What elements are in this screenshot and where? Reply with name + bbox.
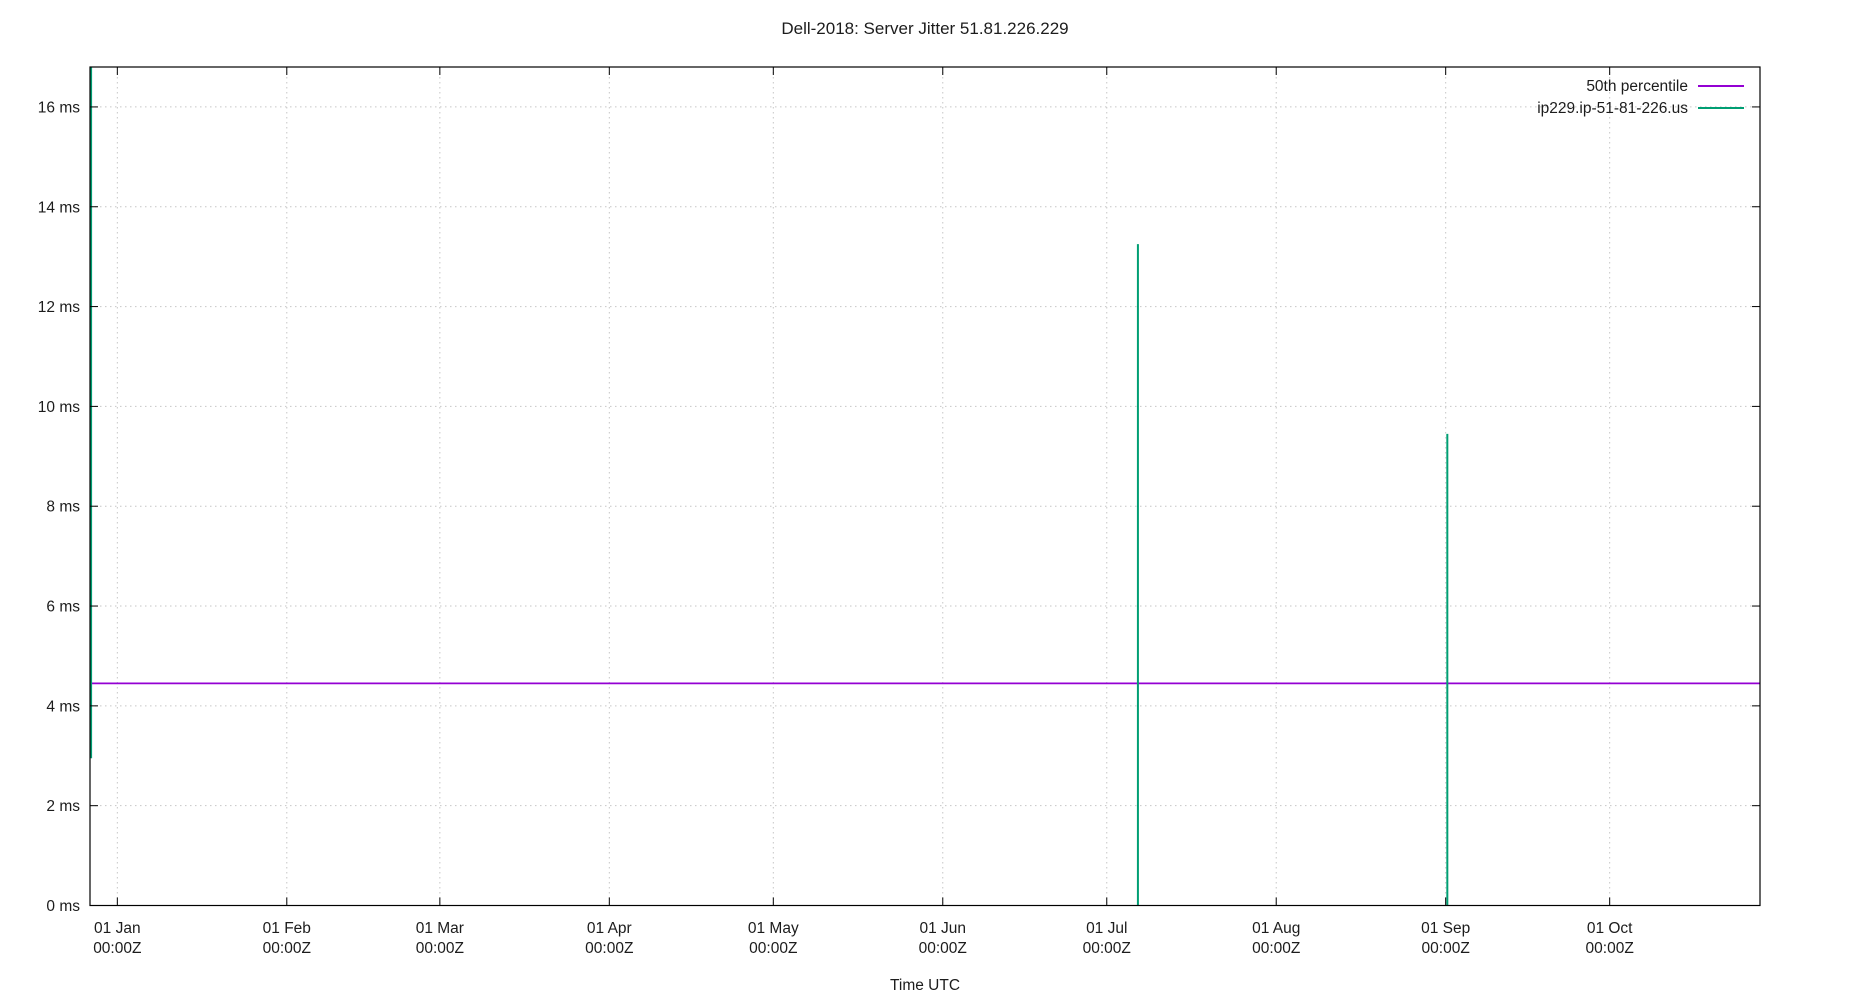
x-tick-label: 01 Mar: [416, 920, 464, 937]
x-tick-sublabel: 00:00Z: [263, 940, 311, 957]
x-tick-sublabel: 00:00Z: [1252, 940, 1300, 957]
x-tick-sublabel: 00:00Z: [1586, 940, 1634, 957]
x-tick-label: 01 Jan: [94, 920, 141, 937]
x-tick-sublabel: 00:00Z: [93, 940, 141, 957]
legend-label-50th-percentile: 50th percentile: [1586, 78, 1688, 95]
tick-label-layer: 01 Jan 00:00Z 01 Feb 00:00Z 01 Mar 00:00Z 01 A…: [38, 99, 1634, 957]
x-tick-label: 01 Aug: [1252, 920, 1300, 937]
y-tick-label: 0 ms: [46, 898, 80, 915]
y-tick-label: 8 ms: [46, 499, 80, 516]
y-tick-label: 12 ms: [38, 299, 80, 316]
x-axis-title: Time UTC: [890, 977, 960, 994]
y-tick-label: 10 ms: [38, 399, 80, 416]
x-tick-label: 01 Oct: [1587, 920, 1633, 937]
x-tick-label: 01 Sep: [1421, 920, 1470, 937]
x-tick-label: 01 Jun: [919, 920, 966, 937]
x-tick-sublabel: 00:00Z: [749, 940, 797, 957]
frame-layer: [89, 66, 1761, 907]
plot-border: [89, 66, 1761, 907]
x-tick-label: 01 May: [748, 920, 799, 937]
x-tick-sublabel: 00:00Z: [416, 940, 464, 957]
y-tick-label: 14 ms: [38, 199, 80, 216]
x-tick-sublabel: 00:00Z: [585, 940, 633, 957]
x-tick-sublabel: 00:00Z: [919, 940, 967, 957]
grid-layer: [90, 67, 1760, 906]
x-tick-label: 01 Feb: [263, 920, 311, 937]
legend-label-ip229: ip229.ip-51-81-226.us: [1537, 100, 1688, 117]
series-layer: [90, 67, 1760, 906]
y-tick-label: 4 ms: [46, 698, 80, 715]
y-tick-label: 6 ms: [46, 599, 80, 616]
legend: 50th percentile ip229.ip-51-81-226.us: [1537, 78, 1744, 117]
x-tick-sublabel: 00:00Z: [1422, 940, 1470, 957]
chart-title: Dell-2018: Server Jitter 51.81.226.229: [781, 19, 1068, 38]
x-tick-label: 01 Jul: [1086, 920, 1127, 937]
x-tick-sublabel: 00:00Z: [1083, 940, 1131, 957]
x-tick-label: 01 Apr: [587, 920, 632, 937]
y-tick-label: 2 ms: [46, 798, 80, 815]
y-tick-label: 16 ms: [38, 99, 80, 116]
